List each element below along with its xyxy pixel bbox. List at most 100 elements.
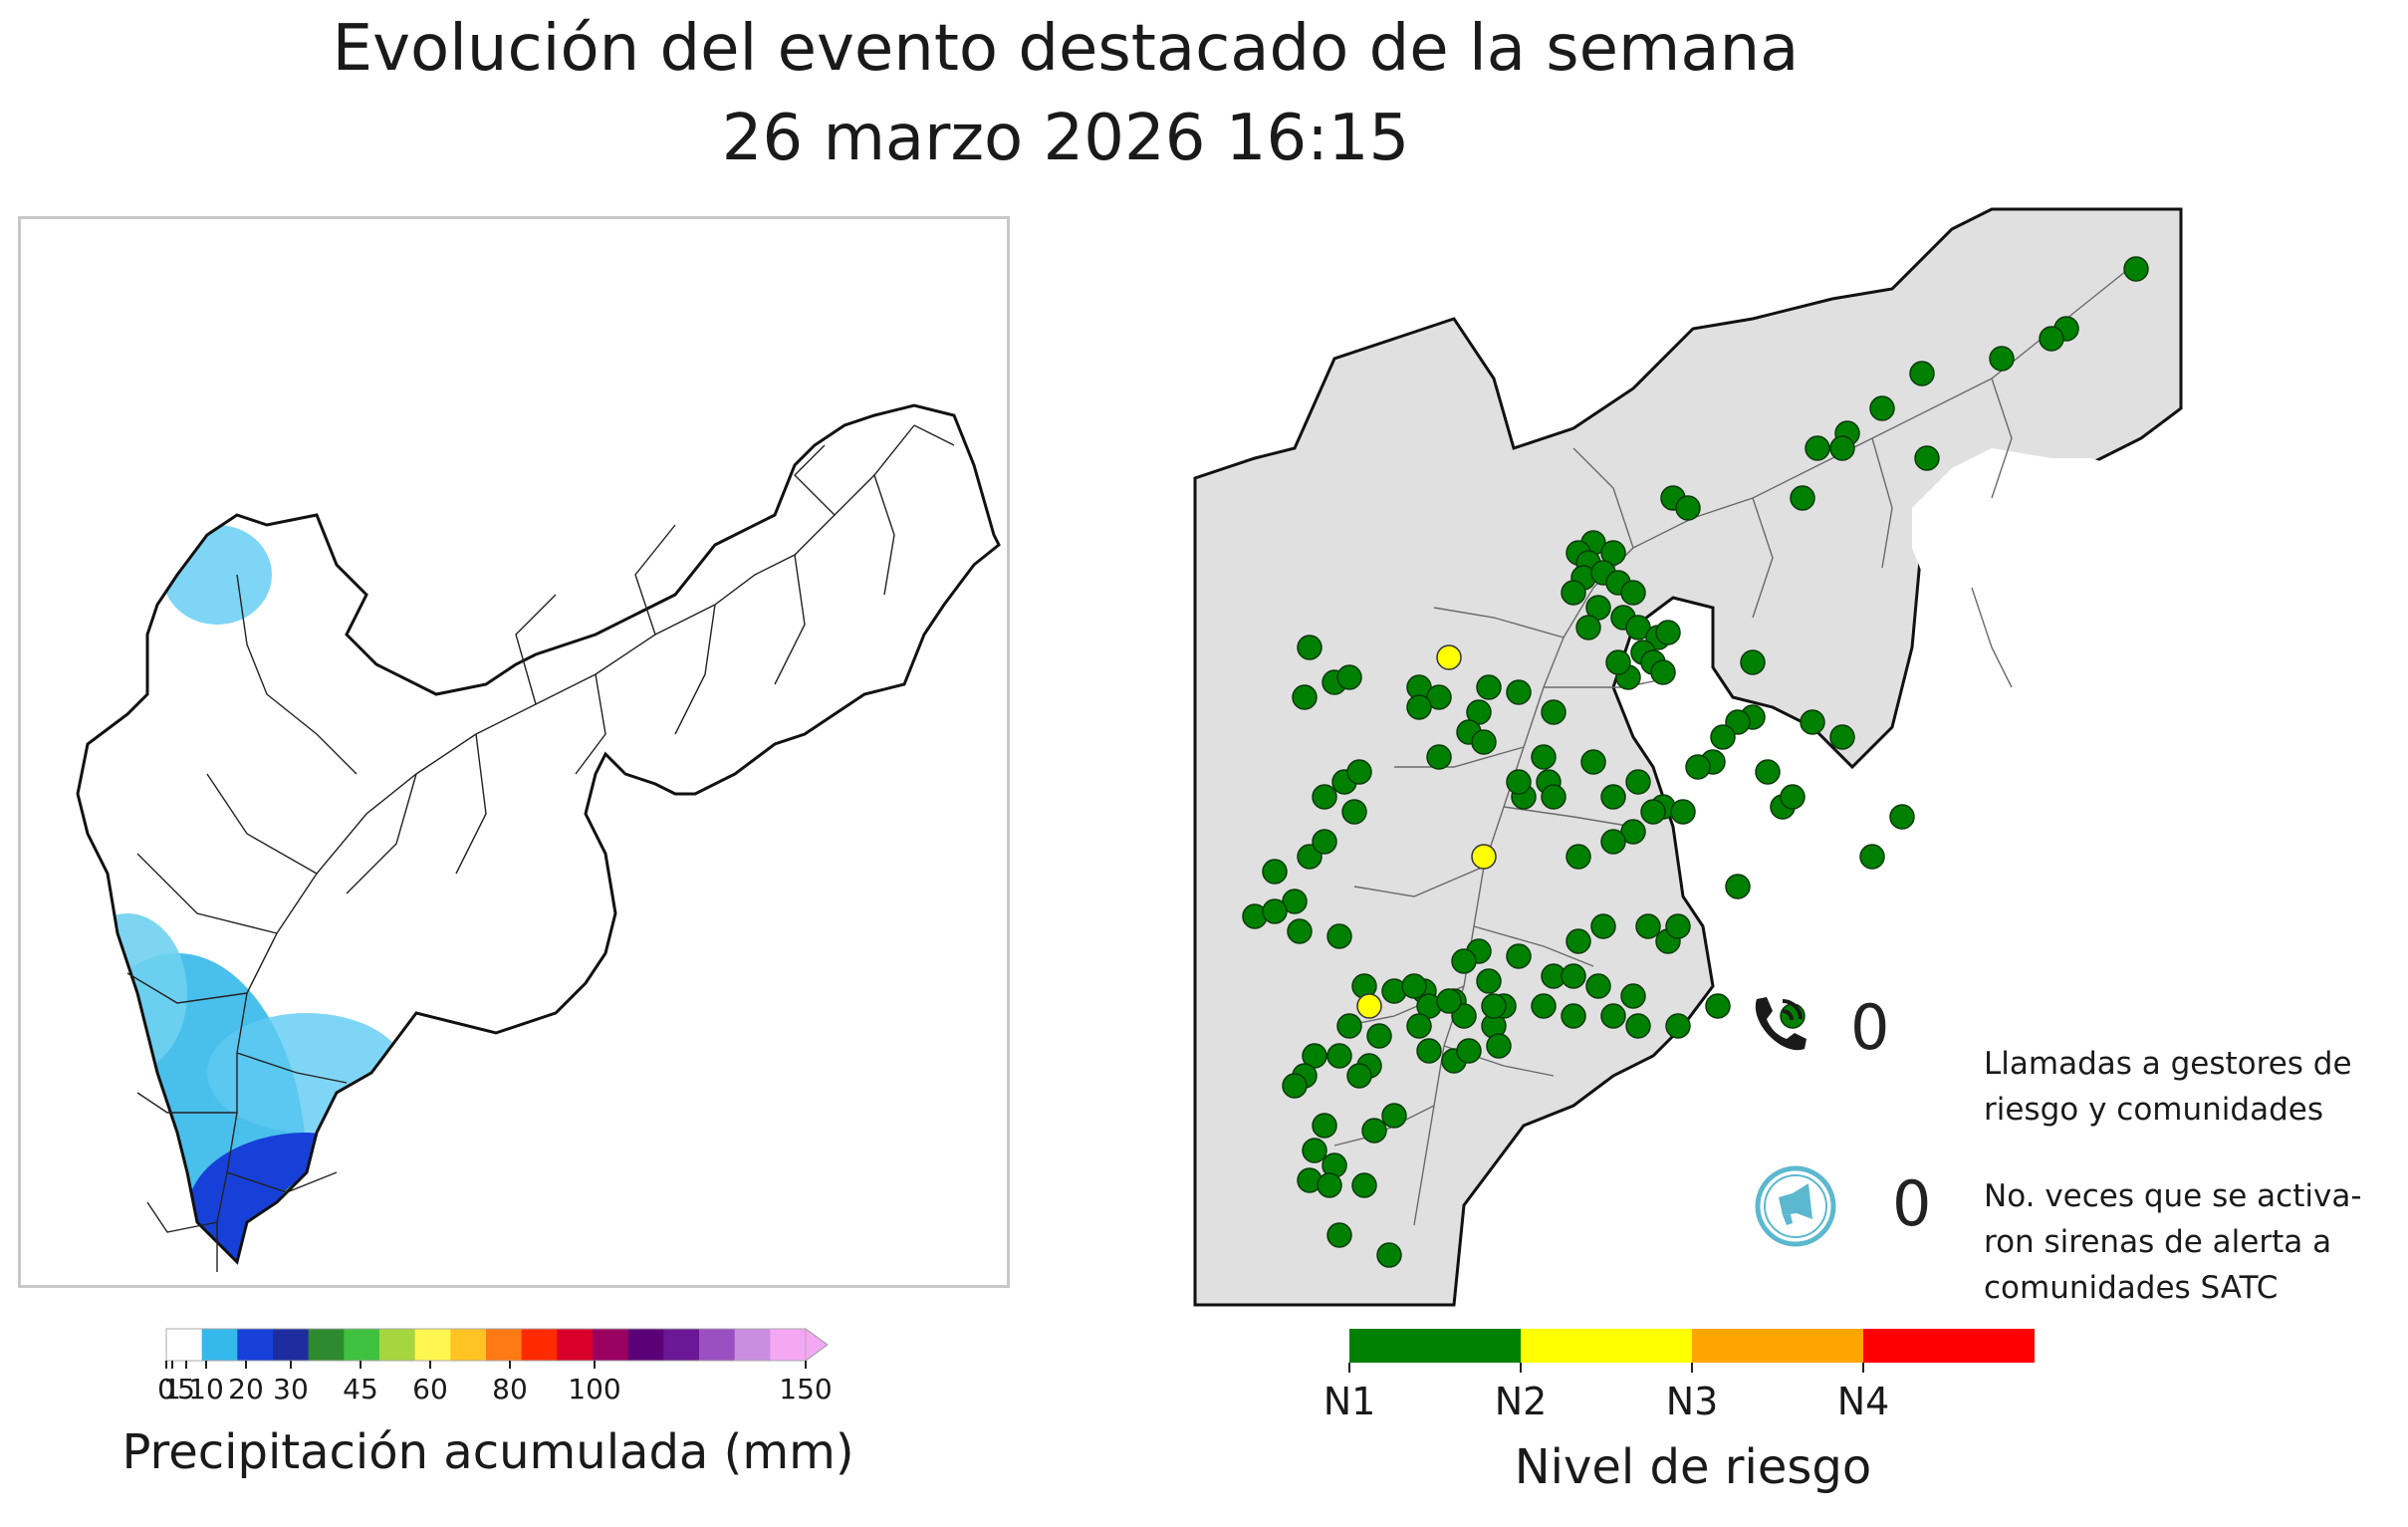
- station-marker-n1[interactable]: [1800, 709, 1825, 735]
- station-marker-n1[interactable]: [1326, 1222, 1352, 1248]
- station-marker-n1[interactable]: [1506, 943, 1532, 969]
- station-marker-n1[interactable]: [1655, 620, 1681, 645]
- station-marker-n1[interactable]: [1262, 898, 1288, 924]
- station-marker-n1[interactable]: [1456, 1038, 1482, 1064]
- station-marker-n1[interactable]: [1486, 1033, 1512, 1059]
- station-marker-n1[interactable]: [1436, 988, 1462, 1014]
- station-marker-n1[interactable]: [1665, 1013, 1691, 1039]
- station-marker-n1[interactable]: [1302, 1043, 1327, 1069]
- station-marker-n1[interactable]: [1650, 659, 1676, 685]
- station-marker-n1[interactable]: [1600, 829, 1626, 855]
- station-marker-n1[interactable]: [1541, 699, 1566, 725]
- station-marker-n1[interactable]: [1401, 973, 1427, 999]
- station-marker-n1[interactable]: [1914, 445, 1940, 471]
- station-marker-n1[interactable]: [1297, 635, 1323, 660]
- station-marker-n1[interactable]: [1640, 799, 1666, 825]
- station-marker-n1[interactable]: [1361, 1118, 1387, 1144]
- station-marker-n1[interactable]: [1585, 973, 1611, 999]
- station-marker-n1[interactable]: [1829, 724, 1855, 750]
- station-marker-n1[interactable]: [1620, 580, 1646, 606]
- station-marker-n1[interactable]: [1561, 963, 1586, 989]
- station-marker-n1[interactable]: [1780, 784, 1806, 810]
- station-marker-n1[interactable]: [2123, 256, 2149, 282]
- station-marker-n2[interactable]: [1436, 644, 1462, 670]
- station-marker-n1[interactable]: [1625, 615, 1651, 640]
- station-marker-n1[interactable]: [1605, 649, 1631, 675]
- station-marker-n1[interactable]: [1869, 395, 1895, 421]
- station-marker-n1[interactable]: [1620, 983, 1646, 1009]
- station-marker-n1[interactable]: [1889, 804, 1915, 830]
- station-marker-n1[interactable]: [1740, 649, 1766, 675]
- station-marker-n1[interactable]: [1989, 346, 2015, 372]
- station-marker-n1[interactable]: [1506, 769, 1532, 795]
- station-marker-n1[interactable]: [1506, 679, 1532, 705]
- station-marker-n1[interactable]: [1312, 784, 1337, 810]
- station-marker-n1[interactable]: [1302, 1138, 1327, 1163]
- station-marker-n1[interactable]: [1466, 699, 1492, 725]
- station-marker-n1[interactable]: [1326, 1043, 1352, 1069]
- station-marker-n1[interactable]: [1406, 694, 1432, 720]
- station-marker-n1[interactable]: [1829, 435, 1855, 461]
- station-marker-n1[interactable]: [1675, 495, 1701, 521]
- station-marker-n1[interactable]: [1859, 844, 1885, 870]
- station-marker-n1[interactable]: [1366, 1023, 1392, 1049]
- station-marker-n2[interactable]: [1471, 844, 1497, 870]
- station-marker-n1[interactable]: [1705, 993, 1731, 1019]
- station-marker-n1[interactable]: [1262, 859, 1288, 885]
- station-marker-n1[interactable]: [1376, 1242, 1402, 1268]
- station-marker-n1[interactable]: [1590, 913, 1616, 939]
- station-marker-n1[interactable]: [1565, 844, 1591, 870]
- station-marker-n1[interactable]: [1282, 889, 1308, 914]
- station-marker-n1[interactable]: [1317, 1172, 1342, 1198]
- station-marker-n1[interactable]: [1620, 819, 1646, 845]
- station-marker-n1[interactable]: [1481, 993, 1507, 1019]
- station-marker-n1[interactable]: [1341, 799, 1367, 825]
- station-marker-n1[interactable]: [1326, 923, 1352, 949]
- station-marker-n1[interactable]: [1346, 1063, 1372, 1089]
- station-marker-n1[interactable]: [1725, 874, 1751, 899]
- station-marker-n1[interactable]: [1580, 749, 1606, 775]
- station-marker-n1[interactable]: [1600, 1003, 1626, 1029]
- station-marker-n1[interactable]: [1670, 799, 1696, 825]
- station-marker-n1[interactable]: [1565, 928, 1591, 954]
- station-marker-n1[interactable]: [1282, 1073, 1308, 1099]
- station-marker-n1[interactable]: [1805, 435, 1830, 461]
- station-marker-n1[interactable]: [1426, 744, 1452, 770]
- station-marker-n1[interactable]: [1625, 769, 1651, 795]
- station-marker-n1[interactable]: [1790, 485, 1815, 511]
- station-marker-n1[interactable]: [1416, 1038, 1442, 1064]
- station-marker-n1[interactable]: [1561, 1003, 1586, 1029]
- station-marker-n1[interactable]: [1531, 993, 1557, 1019]
- station-marker-n1[interactable]: [1635, 913, 1661, 939]
- station-marker-n1[interactable]: [1561, 580, 1586, 606]
- station-marker-n2[interactable]: [1356, 993, 1382, 1019]
- station-marker-n1[interactable]: [1287, 918, 1313, 944]
- station-marker-n1[interactable]: [1600, 540, 1626, 566]
- station-marker-n1[interactable]: [1426, 684, 1452, 710]
- station-marker-n1[interactable]: [1351, 1172, 1377, 1198]
- station-marker-n1[interactable]: [1312, 829, 1337, 855]
- station-marker-n1[interactable]: [1476, 968, 1502, 994]
- station-marker-n1[interactable]: [1685, 754, 1711, 780]
- station-marker-n1[interactable]: [1575, 615, 1601, 640]
- station-marker-n1[interactable]: [1381, 1103, 1407, 1129]
- station-marker-n1[interactable]: [1336, 1013, 1362, 1039]
- station-marker-n1[interactable]: [1665, 913, 1691, 939]
- station-marker-n1[interactable]: [1625, 1013, 1651, 1039]
- station-marker-n1[interactable]: [1531, 744, 1557, 770]
- station-marker-n1[interactable]: [1710, 724, 1736, 750]
- station-marker-n1[interactable]: [1312, 1113, 1337, 1139]
- station-marker-n1[interactable]: [1476, 674, 1502, 700]
- station-marker-n1[interactable]: [1541, 784, 1566, 810]
- station-marker-n1[interactable]: [1600, 784, 1626, 810]
- station-marker-n1[interactable]: [1292, 684, 1318, 710]
- station-marker-n1[interactable]: [2039, 326, 2064, 352]
- station-marker-n1[interactable]: [1585, 595, 1611, 621]
- station-marker-n1[interactable]: [1336, 664, 1362, 690]
- station-marker-n1[interactable]: [1346, 759, 1372, 785]
- station-marker-n1[interactable]: [1909, 361, 1935, 386]
- station-marker-n1[interactable]: [1471, 729, 1497, 755]
- station-marker-n1[interactable]: [1406, 1013, 1432, 1039]
- station-marker-n1[interactable]: [1451, 948, 1477, 974]
- station-marker-n1[interactable]: [1755, 759, 1781, 785]
